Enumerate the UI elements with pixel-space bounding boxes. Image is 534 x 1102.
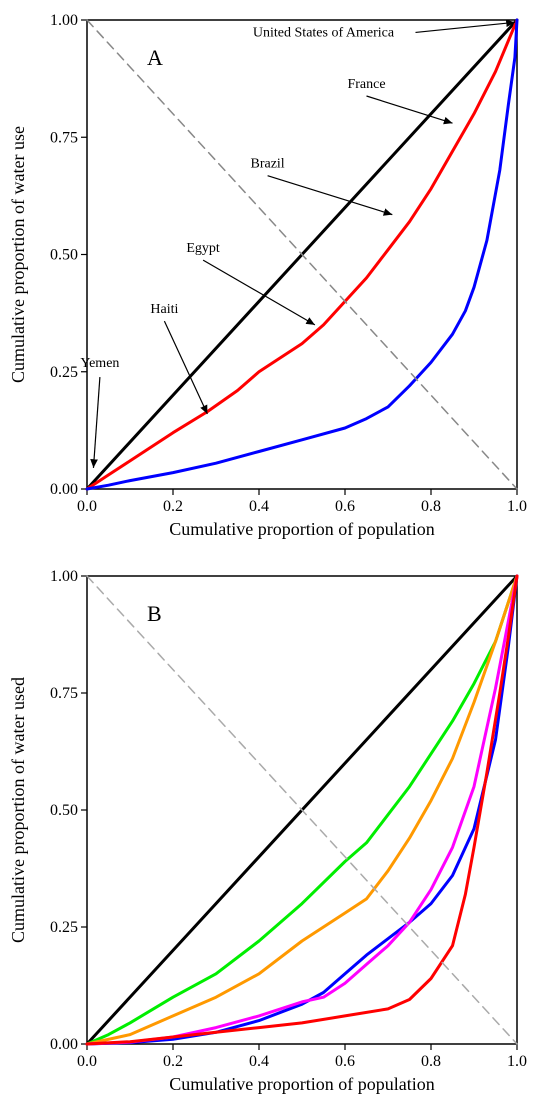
y-tick-label: 0.25 (50, 364, 78, 381)
annotation-arrow (163, 320, 208, 415)
y-tick-label: 0.25 (50, 919, 78, 936)
x-tick-label: 0.8 (421, 498, 441, 515)
y-tick-label: 0.75 (50, 129, 78, 146)
annotation-label: France (347, 77, 385, 92)
y-tick-label: 0.00 (50, 1036, 78, 1053)
series-line-1 (85, 18, 519, 491)
series-line-1 (85, 574, 519, 1046)
x-axis-title: Cumulative proportion of population (169, 519, 434, 539)
x-tick-label: 0.0 (77, 1053, 97, 1070)
annotation-arrow (366, 95, 453, 125)
y-axis-title: Cumulative proportion of water used (8, 677, 28, 943)
annotation-label: Haiti (150, 302, 178, 317)
x-tick-label: 0.2 (163, 1053, 183, 1070)
x-tick-label: 1.0 (507, 1053, 527, 1070)
annotation-label: Egypt (186, 241, 220, 256)
x-tick-label: 0.6 (335, 498, 355, 515)
x-tick-label: 0.4 (249, 1053, 269, 1070)
annotation-arrow (415, 19, 515, 34)
series-line-4 (85, 574, 519, 1046)
x-tick-label: 0.4 (249, 498, 269, 515)
y-tick-label: 0.00 (50, 481, 78, 498)
panel-label: B (147, 601, 162, 626)
y-axis-title: Cumulative proportion of water use (8, 126, 28, 383)
series-line-2 (85, 574, 519, 1046)
x-tick-label: 0.8 (421, 1053, 441, 1070)
y-tick-label: 0.75 (50, 685, 78, 702)
series-line-2 (85, 18, 519, 491)
panel-label: A (147, 45, 163, 70)
annotation-label: Brazil (250, 157, 284, 172)
chart-panel-b: 0.0 0.2 0.4 0.6 0.8 1.0 0.00 0.25 0.50 0.75 1.00 Cu… (8, 568, 527, 1094)
series-line-dashed (86, 575, 518, 1045)
annotation-label: United States of America (253, 25, 395, 40)
x-tick-label: 0.0 (77, 498, 97, 515)
y-tick-label: 0.50 (50, 802, 78, 819)
x-axis-title: Cumulative proportion of population (169, 1074, 434, 1094)
x-tick-label: 0.6 (335, 1053, 355, 1070)
y-tick-label: 1.00 (50, 12, 78, 29)
x-tick-label: 0.2 (163, 498, 183, 515)
y-tick-label: 0.50 (50, 247, 78, 264)
x-tick-label: 1.0 (507, 498, 527, 515)
y-tick-label: 1.00 (50, 568, 78, 585)
chart-panel-a: 0.0 0.2 0.4 0.6 0.8 1.0 0.00 0.25 0.50 0.75 1.00 Cu… (8, 12, 527, 539)
series-line-5 (85, 574, 519, 1046)
series-line-dashed (86, 19, 518, 490)
annotation-arrow (90, 377, 101, 468)
annotation-arrow (202, 259, 316, 326)
annotation-label: Yemen (80, 356, 119, 371)
annotation-arrow (267, 175, 393, 216)
